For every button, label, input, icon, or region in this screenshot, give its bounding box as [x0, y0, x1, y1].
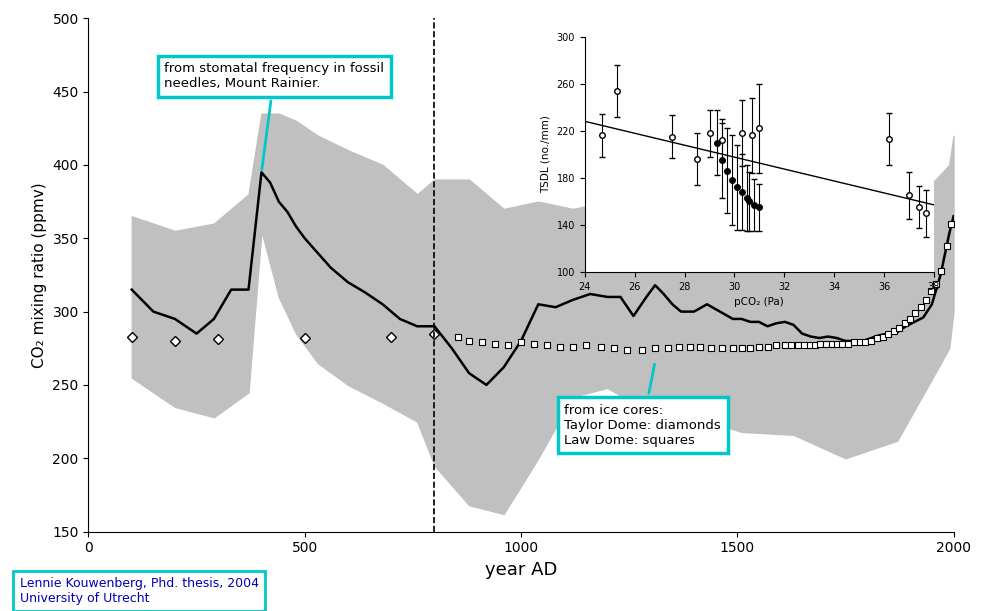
Y-axis label: CO₂ mixing ratio (ppmv): CO₂ mixing ratio (ppmv): [31, 182, 47, 368]
X-axis label: year AD: year AD: [485, 561, 557, 579]
Text: from ice cores:
Taylor Dome: diamonds
Law Dome: squares: from ice cores: Taylor Dome: diamonds La…: [564, 364, 721, 447]
Text: from stomatal frequency in fossil
needles, Mount Rainier.: from stomatal frequency in fossil needle…: [164, 62, 384, 169]
X-axis label: pCO₂ (Pa): pCO₂ (Pa): [734, 297, 784, 307]
Text: Lennie Kouwenberg, Phd. thesis, 2004
University of Utrecht: Lennie Kouwenberg, Phd. thesis, 2004 Uni…: [20, 577, 259, 605]
Y-axis label: TSDL (no./mm): TSDL (no./mm): [541, 115, 551, 193]
